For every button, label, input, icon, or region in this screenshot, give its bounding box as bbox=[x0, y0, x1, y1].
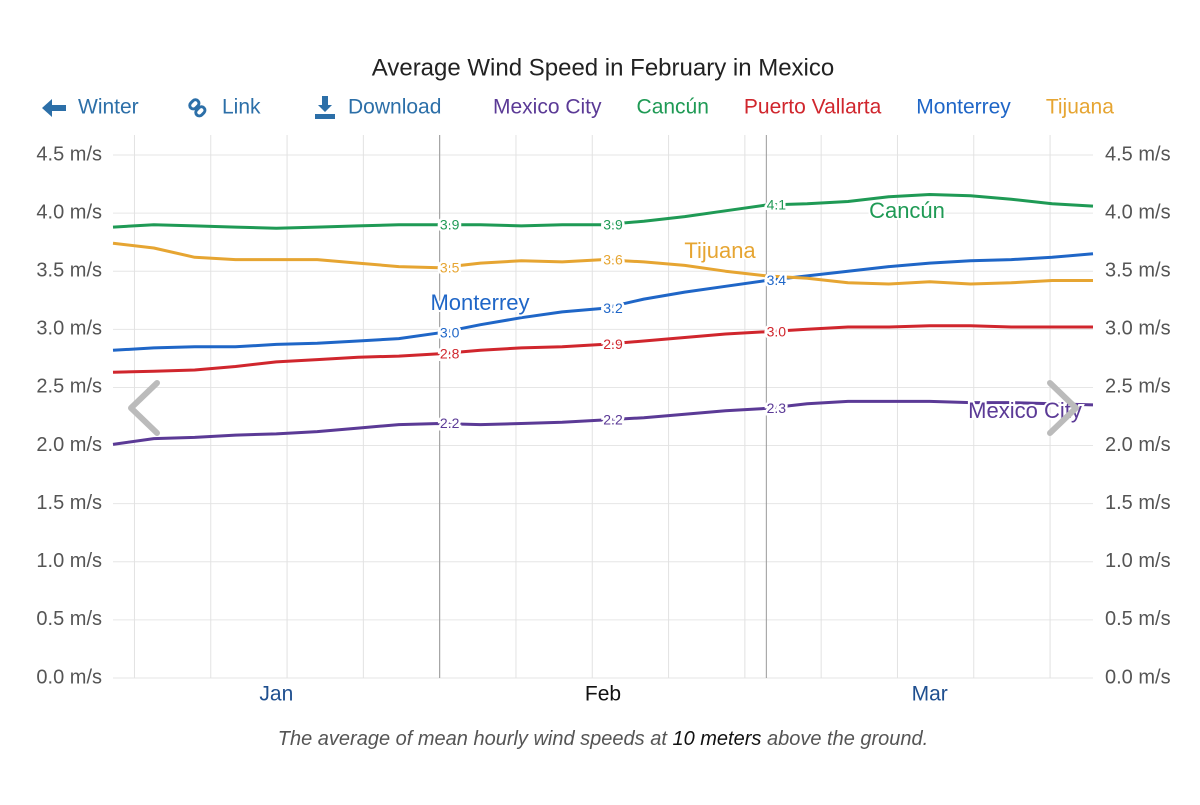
month-label[interactable]: Mar bbox=[912, 683, 948, 706]
chevron-right bbox=[1047, 380, 1079, 436]
value-label: 4.1 bbox=[767, 197, 787, 213]
nav-label: Download bbox=[348, 96, 441, 119]
series-line bbox=[112, 193, 1094, 230]
y-tick-label: 3.5 m/s bbox=[36, 260, 102, 282]
legend-entry[interactable]: Monterrey bbox=[916, 96, 1011, 119]
y2-tick-label: 3.5 m/s bbox=[1105, 260, 1171, 282]
next-arrow[interactable] bbox=[1047, 380, 1079, 436]
legend-entry[interactable]: Cancún bbox=[637, 96, 709, 119]
value-label: 3.9 bbox=[603, 216, 623, 232]
nav-label: Link bbox=[222, 96, 261, 119]
y-tick-label: 0.0 m/s bbox=[36, 666, 102, 688]
series-annotation: Tijuana bbox=[684, 238, 756, 263]
nav-download[interactable]: Download bbox=[315, 96, 441, 119]
caption-text: The average of mean hourly wind speeds a… bbox=[278, 728, 673, 750]
month-label[interactable]: Jan bbox=[259, 683, 293, 706]
caption: The average of mean hourly wind speeds a… bbox=[278, 728, 928, 750]
month-label: Feb bbox=[585, 683, 621, 706]
nav-link[interactable]: Link bbox=[188, 96, 261, 119]
series-line bbox=[112, 324, 1093, 374]
y2-tick-label: 0.5 m/s bbox=[1105, 608, 1171, 630]
value-label: 2.8 bbox=[440, 345, 460, 361]
y2-tick-label: 2.0 m/s bbox=[1105, 434, 1171, 456]
y-tick-label: 3.0 m/s bbox=[36, 318, 102, 340]
value-label: 2.9 bbox=[603, 336, 623, 352]
back-icon bbox=[42, 99, 66, 117]
legend-entry[interactable]: Tijuana bbox=[1046, 96, 1114, 119]
y2-tick-label: 1.5 m/s bbox=[1105, 492, 1171, 514]
y-tick-label: 2.0 m/s bbox=[36, 434, 102, 456]
y2-tick-label: 4.5 m/s bbox=[1105, 143, 1171, 165]
y-tick-label: 1.0 m/s bbox=[36, 550, 102, 572]
value-label: 3.2 bbox=[603, 300, 623, 316]
value-label: 3.0 bbox=[440, 325, 460, 341]
y-tick-label: 4.5 m/s bbox=[36, 143, 102, 165]
value-label: 3.0 bbox=[767, 323, 787, 339]
value-label: 3.5 bbox=[440, 259, 460, 275]
series-line bbox=[112, 399, 1094, 446]
series-annotation: Cancún bbox=[869, 198, 945, 223]
chart-title: Average Wind Speed in February in Mexico bbox=[372, 54, 834, 81]
y-tick-label: 1.5 m/s bbox=[36, 492, 102, 514]
caption-bold: 10 meters bbox=[672, 728, 761, 750]
y2-tick-label: 2.5 m/s bbox=[1105, 376, 1171, 398]
y2-tick-label: 1.0 m/s bbox=[1105, 550, 1171, 572]
legend-entry[interactable]: Puerto Vallarta bbox=[744, 96, 882, 119]
download-icon bbox=[315, 96, 335, 119]
y2-tick-label: 0.0 m/s bbox=[1105, 666, 1171, 688]
link-icon bbox=[188, 98, 207, 118]
value-label: 2.3 bbox=[767, 400, 787, 416]
series-line bbox=[112, 252, 1094, 352]
value-label: 3.4 bbox=[767, 272, 787, 288]
caption-text: above the ground. bbox=[761, 728, 928, 750]
y2-tick-label: 3.0 m/s bbox=[1105, 318, 1171, 340]
nav-label: Winter bbox=[78, 96, 139, 119]
prev-arrow[interactable] bbox=[128, 380, 160, 436]
value-label: 3.9 bbox=[440, 216, 460, 232]
series-annotation: Monterrey bbox=[430, 290, 529, 315]
y-tick-label: 2.5 m/s bbox=[36, 376, 102, 398]
y2-tick-label: 4.0 m/s bbox=[1105, 201, 1171, 223]
value-label: 2.2 bbox=[603, 412, 623, 428]
series-line bbox=[112, 241, 1093, 286]
y-tick-label: 4.0 m/s bbox=[36, 201, 102, 223]
legend-entry[interactable]: Mexico City bbox=[493, 96, 602, 119]
chevron-left bbox=[128, 380, 160, 436]
y-tick-label: 0.5 m/s bbox=[36, 608, 102, 630]
value-label: 2.2 bbox=[440, 415, 460, 431]
nav-winter[interactable]: Winter bbox=[42, 96, 139, 119]
value-label: 3.6 bbox=[603, 251, 623, 267]
